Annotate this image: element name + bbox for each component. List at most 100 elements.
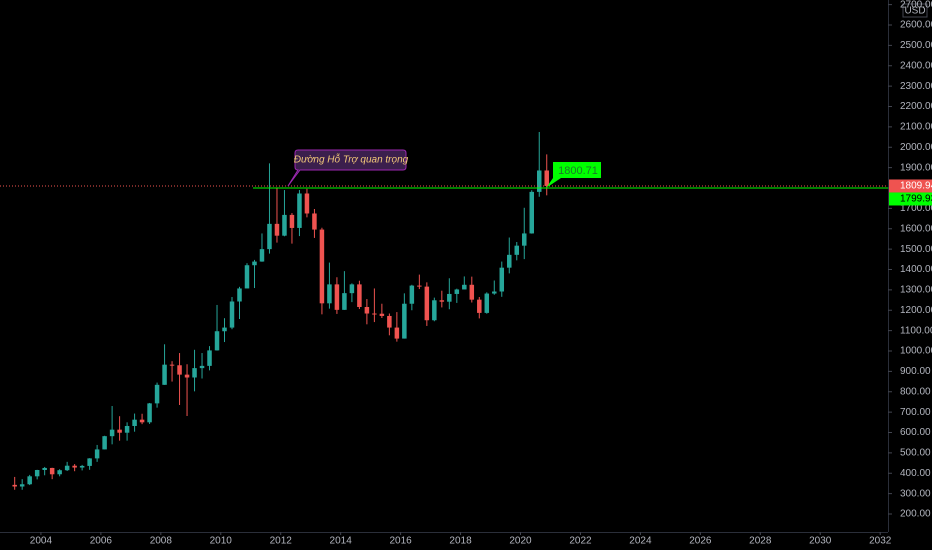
x-tick-label: 2028 [749,536,772,547]
candle-body [207,350,212,366]
x-tick-label: 2020 [509,536,532,547]
candle-body [544,170,549,186]
candle-body [529,191,534,234]
candle-body [447,293,452,302]
candle-body [357,284,362,307]
candle-body [484,293,490,313]
candle-body [274,223,280,236]
candle-body [507,254,512,268]
x-tick-label: 2016 [389,536,412,547]
y-tick-label: 1300.00 [900,285,932,296]
candle-body [462,284,467,290]
y-tick-label: 900.00 [900,366,931,377]
candle-body [72,465,77,468]
support-callout [287,149,407,187]
candle-body [267,223,272,250]
candle-body [417,285,422,287]
candle-body [117,429,122,433]
x-tick-label: 2032 [869,536,892,547]
candle-body [34,469,40,477]
x-tick-label: 2022 [569,536,592,547]
candle-body [297,193,302,228]
x-tick-label: 2006 [90,536,113,547]
y-tick-label: 2500.00 [900,40,932,51]
price-label-box [889,179,932,193]
y-tick-label: 1200.00 [900,305,932,316]
candle-body [499,267,505,292]
y-tick-label: 1600.00 [900,223,932,234]
candle-body [244,265,250,289]
candle-body [402,303,407,339]
y-tick-label: 1000.00 [900,346,932,357]
candle-body [102,436,107,450]
candle-body [64,465,70,471]
x-tick-label: 2026 [689,536,712,547]
y-tick-label: 600.00 [900,427,931,438]
currency-label: USD [904,6,925,17]
y-tick-label: 1900.00 [900,162,932,173]
candle-body [154,384,160,404]
candle-body [379,313,385,316]
y-tick-label: 2600.00 [900,20,932,31]
y-tick-label: 1700.00 [900,203,932,214]
x-tick-label: 2010 [210,536,233,547]
y-tick-label: 1400.00 [900,264,932,275]
x-tick-label: 2004 [30,536,53,547]
candle-body [319,229,325,304]
candle-body [334,284,340,310]
candle-body [57,470,62,475]
price-callout [546,162,601,188]
candle-body [477,299,482,313]
candle-body [222,327,227,332]
candle-body [439,300,445,302]
candle-body [177,365,182,375]
y-tick-label: 700.00 [900,407,931,418]
candle-body [522,233,527,246]
annotations: Đường Hỗ Trợ quan trọng 1800.71 [287,149,601,188]
candle-body [147,403,152,423]
y-tick-label: 2400.00 [900,60,932,71]
candle-body [469,284,475,300]
candle-body [109,429,115,437]
candle-body [342,293,347,310]
price-label: 1809.94 [900,181,932,192]
candle-body [169,364,175,366]
x-tick-label: 2024 [629,536,652,547]
support-label: Đường Hỗ Trợ quan trọng [294,153,409,166]
y-tick-label: 200.00 [900,509,931,520]
candle-body [237,288,242,302]
candle-body [349,284,355,294]
candle-body [12,484,17,487]
candle-body [87,458,92,466]
candle-body [49,467,55,475]
x-tick-label: 2008 [150,536,173,547]
candle-body [184,374,190,378]
candle-body [162,364,167,385]
candle-body [42,467,47,470]
candle-body [259,249,265,262]
y-tick-label: 1500.00 [900,244,932,255]
candle-body [282,214,287,236]
candle-body [394,327,400,339]
y-tick-label: 800.00 [900,386,931,397]
candle-body [19,484,25,487]
candle-body [79,465,85,468]
candle-body [124,425,130,433]
candle-body [132,419,137,426]
price-label: 1799.93 [900,194,932,205]
candle-body [424,286,430,321]
candle-body [432,300,437,321]
candle-body [214,331,220,351]
x-tick-label: 2018 [449,536,472,547]
candle-body [454,289,460,294]
candle-body [364,306,370,314]
candle-body [27,476,32,485]
candle-body [372,313,377,315]
price-label-box [889,192,932,206]
y-tick-label: 2200.00 [900,101,932,112]
candle-body [536,170,542,192]
candle-body [312,213,317,230]
candle-body [289,214,295,228]
